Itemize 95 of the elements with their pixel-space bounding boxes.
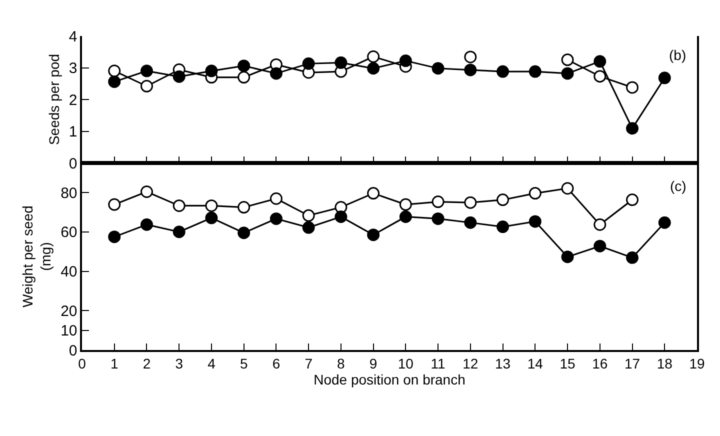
x-tick-label: 4 xyxy=(208,356,216,372)
y-tick-label: 0 xyxy=(68,155,78,172)
point xyxy=(464,64,477,76)
point xyxy=(172,70,186,83)
point xyxy=(561,54,574,66)
x-tick-label: 6 xyxy=(272,356,280,372)
point xyxy=(205,199,218,212)
y-tick-label: 3 xyxy=(68,60,78,77)
point xyxy=(496,65,510,78)
x-tick-label: 15 xyxy=(560,356,576,372)
point xyxy=(140,64,153,78)
point xyxy=(302,209,315,222)
point xyxy=(270,192,282,205)
point xyxy=(464,196,477,209)
point xyxy=(205,64,218,78)
annotation: (b) xyxy=(669,47,686,63)
y-tick-label: 10 xyxy=(60,322,78,340)
point xyxy=(334,56,348,69)
point xyxy=(108,230,121,244)
point xyxy=(594,240,606,252)
x-tick-label: 8 xyxy=(337,356,346,372)
point xyxy=(270,212,282,225)
x-tick-label: 14 xyxy=(527,356,544,372)
point xyxy=(140,218,153,231)
point xyxy=(464,50,477,64)
x-tick-label: 7 xyxy=(304,356,313,372)
point xyxy=(238,201,250,214)
point xyxy=(205,212,218,224)
point xyxy=(140,80,153,92)
y-tick-label: 2 xyxy=(68,92,78,109)
point xyxy=(432,212,444,225)
point xyxy=(626,251,639,264)
x-tick-label: 3 xyxy=(175,356,184,372)
x-tick-label: 13 xyxy=(495,356,511,372)
point xyxy=(270,67,282,80)
x-tick-label: 10 xyxy=(398,356,414,372)
point xyxy=(302,57,315,70)
x-tick-label: 9 xyxy=(369,356,378,372)
y-tick-label: 40 xyxy=(60,264,78,281)
annotation: (c) xyxy=(670,178,686,194)
point xyxy=(172,199,186,212)
x-tick-label: 12 xyxy=(462,356,478,372)
y-tick-label: 60 xyxy=(60,224,78,242)
x-tick-label: 17 xyxy=(624,356,640,372)
point xyxy=(302,221,315,234)
point xyxy=(238,226,250,240)
point xyxy=(626,122,639,135)
y-tick-label: 1 xyxy=(68,124,78,140)
point xyxy=(238,71,250,84)
point xyxy=(658,72,671,84)
x-tick-label: 2 xyxy=(142,356,151,372)
point xyxy=(108,75,121,88)
x-tick-label: 11 xyxy=(430,356,446,372)
point xyxy=(561,250,574,264)
x-tick-label: 16 xyxy=(592,356,608,372)
point xyxy=(496,220,510,234)
y-tick-label: 4 xyxy=(68,28,78,46)
x-tick-label: 18 xyxy=(656,356,673,372)
point xyxy=(658,216,671,229)
point xyxy=(334,210,348,223)
x-tick-label: 1 xyxy=(110,356,118,372)
point xyxy=(561,67,574,80)
y-axis-title: Weight per seed (mg) xyxy=(19,206,54,308)
point xyxy=(108,64,121,78)
point xyxy=(464,216,477,229)
x-tick-label: 19 xyxy=(689,356,705,372)
point xyxy=(626,194,639,206)
y-tick-label: 0 xyxy=(68,342,78,360)
y-axis-title: Seeds per pod xyxy=(46,54,62,146)
x-axis-title: Node position on branch xyxy=(314,372,466,388)
point xyxy=(528,65,542,78)
point xyxy=(594,70,606,83)
point xyxy=(528,215,542,228)
x-tick-label: 5 xyxy=(240,356,248,372)
y-tick-label: 20 xyxy=(60,302,78,320)
point xyxy=(238,60,250,72)
point xyxy=(140,185,153,198)
point xyxy=(367,187,380,200)
point xyxy=(108,198,121,211)
point xyxy=(432,196,444,208)
point xyxy=(399,210,412,223)
point xyxy=(367,50,380,63)
point xyxy=(367,228,380,242)
point xyxy=(561,182,574,195)
point xyxy=(399,54,412,68)
point xyxy=(172,226,186,238)
point xyxy=(367,62,380,75)
point xyxy=(432,62,444,75)
point xyxy=(496,194,510,206)
y-tick-label: 80 xyxy=(60,184,78,202)
point xyxy=(594,55,606,68)
point xyxy=(399,198,412,211)
point xyxy=(528,187,542,200)
point xyxy=(626,81,639,94)
point xyxy=(594,218,606,231)
